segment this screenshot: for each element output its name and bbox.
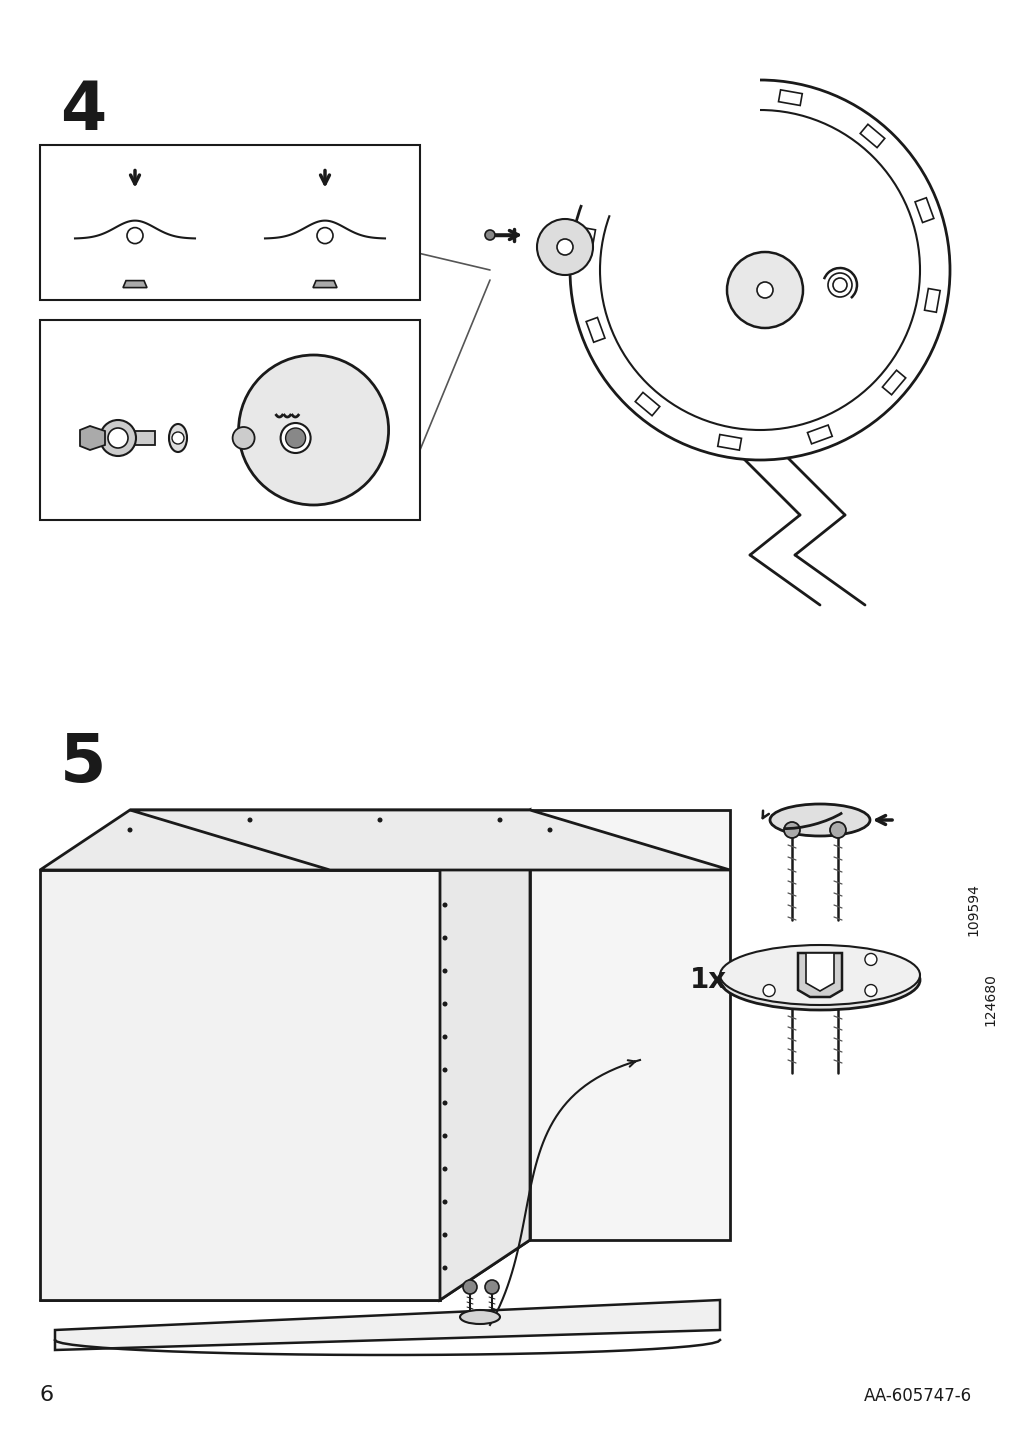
Text: 5: 5 xyxy=(60,730,106,796)
Circle shape xyxy=(756,282,772,298)
Polygon shape xyxy=(129,811,729,871)
Circle shape xyxy=(569,80,949,460)
Text: 109594: 109594 xyxy=(966,884,979,937)
Circle shape xyxy=(285,428,305,448)
Circle shape xyxy=(100,420,135,455)
Polygon shape xyxy=(717,434,741,450)
Circle shape xyxy=(280,422,310,453)
Polygon shape xyxy=(798,954,841,997)
Polygon shape xyxy=(129,431,155,445)
Circle shape xyxy=(864,954,877,965)
Polygon shape xyxy=(579,228,594,252)
Circle shape xyxy=(784,822,800,838)
Polygon shape xyxy=(635,392,659,415)
Ellipse shape xyxy=(460,1310,499,1325)
Circle shape xyxy=(442,1233,447,1237)
Circle shape xyxy=(497,818,502,822)
Circle shape xyxy=(239,355,388,505)
Circle shape xyxy=(172,432,184,444)
Polygon shape xyxy=(129,811,530,1270)
Circle shape xyxy=(442,1001,447,1007)
Polygon shape xyxy=(859,125,884,147)
Circle shape xyxy=(832,278,846,292)
Text: AA-605747-6: AA-605747-6 xyxy=(863,1388,971,1405)
Circle shape xyxy=(442,902,447,908)
Ellipse shape xyxy=(719,949,919,1010)
Ellipse shape xyxy=(719,945,919,1005)
Bar xyxy=(40,319,420,520)
Polygon shape xyxy=(882,371,905,395)
Polygon shape xyxy=(440,811,530,1300)
Wedge shape xyxy=(576,74,759,271)
Circle shape xyxy=(829,822,845,838)
Circle shape xyxy=(600,110,919,430)
Polygon shape xyxy=(914,198,933,222)
Circle shape xyxy=(484,231,494,241)
Polygon shape xyxy=(55,1300,719,1350)
Text: 1x: 1x xyxy=(690,967,727,994)
Circle shape xyxy=(864,985,877,997)
Polygon shape xyxy=(40,811,530,871)
Circle shape xyxy=(442,1167,447,1171)
Text: 6: 6 xyxy=(40,1385,54,1405)
Circle shape xyxy=(316,228,333,243)
Circle shape xyxy=(127,828,132,832)
Wedge shape xyxy=(607,107,759,271)
Circle shape xyxy=(484,1280,498,1295)
Circle shape xyxy=(442,1101,447,1106)
Circle shape xyxy=(463,1280,476,1295)
Ellipse shape xyxy=(169,424,187,453)
Circle shape xyxy=(233,427,255,450)
Circle shape xyxy=(442,1200,447,1204)
Circle shape xyxy=(547,828,552,832)
Polygon shape xyxy=(805,954,833,991)
Polygon shape xyxy=(80,425,105,450)
Circle shape xyxy=(556,239,572,255)
Circle shape xyxy=(726,252,802,328)
Polygon shape xyxy=(123,281,147,288)
Ellipse shape xyxy=(769,803,869,836)
Polygon shape xyxy=(807,425,831,444)
Circle shape xyxy=(442,1134,447,1138)
Circle shape xyxy=(377,818,382,822)
Text: 4: 4 xyxy=(60,77,106,145)
Polygon shape xyxy=(924,288,939,312)
Circle shape xyxy=(442,1034,447,1040)
Circle shape xyxy=(442,935,447,941)
Polygon shape xyxy=(530,811,729,1240)
Circle shape xyxy=(108,428,127,448)
Circle shape xyxy=(442,968,447,974)
Polygon shape xyxy=(585,318,605,342)
Circle shape xyxy=(762,985,774,997)
Polygon shape xyxy=(777,90,802,106)
Text: 124680: 124680 xyxy=(982,974,996,1027)
Circle shape xyxy=(126,228,143,243)
Polygon shape xyxy=(40,871,440,1300)
Circle shape xyxy=(442,1266,447,1270)
Circle shape xyxy=(442,1067,447,1073)
Bar xyxy=(40,145,420,299)
Polygon shape xyxy=(312,281,337,288)
Circle shape xyxy=(248,818,253,822)
Circle shape xyxy=(537,219,592,275)
